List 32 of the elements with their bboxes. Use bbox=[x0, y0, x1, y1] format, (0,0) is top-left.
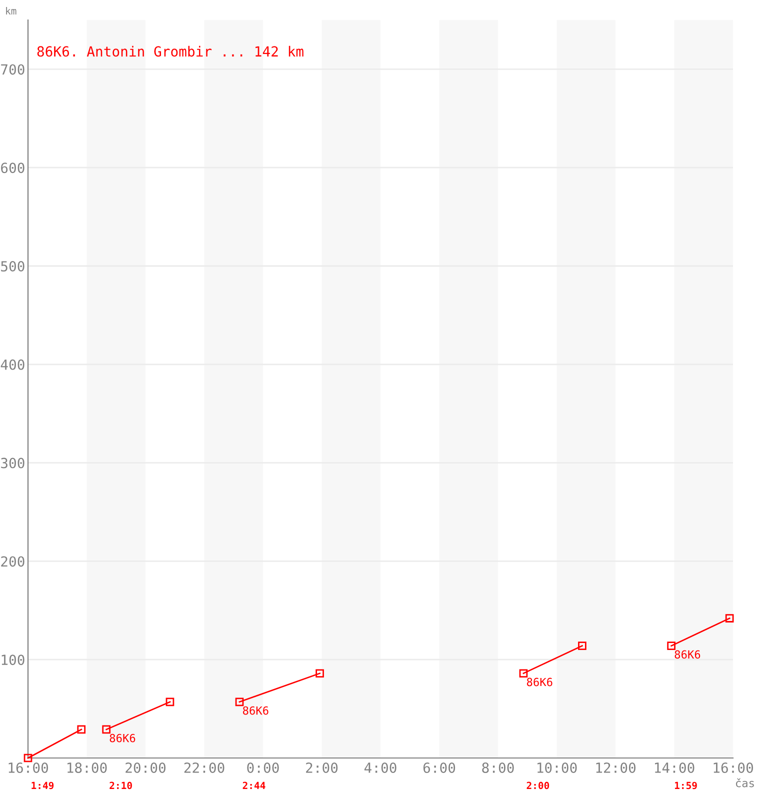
annotation: 86K6 bbox=[110, 734, 136, 742]
y-tick-label: 400 bbox=[0, 359, 24, 370]
x-tick-label: 14:00 bbox=[655, 762, 694, 773]
x-tick-label: 18:00 bbox=[68, 762, 107, 773]
text: 2:10 bbox=[110, 782, 132, 790]
x-tick-label: 22:00 bbox=[184, 762, 224, 773]
text: 2:00 bbox=[526, 782, 550, 790]
x-tick-label: 6:00 bbox=[423, 762, 456, 773]
annotation: 86K6 bbox=[674, 650, 700, 659]
x-tick-label: 20:00 bbox=[126, 762, 166, 773]
y-tick-label: 300 bbox=[1, 458, 24, 468]
y-tick-label: 100 bbox=[2, 654, 24, 666]
x-axis-title: čas bbox=[736, 778, 754, 788]
text: 86K6. Antonin Grombir ... 142 km bbox=[37, 46, 304, 57]
text: 1:49 bbox=[32, 782, 54, 790]
y-tick-label: 700 bbox=[1, 64, 24, 75]
text: 1:59 bbox=[674, 782, 697, 790]
x-tick-label: 2:00 bbox=[306, 762, 338, 773]
y-tick-label: 500 bbox=[1, 261, 24, 272]
x-tick-label: 16:00 bbox=[714, 762, 754, 773]
x-tick-label: 4:00 bbox=[364, 762, 396, 773]
x-tick-label: 8:00 bbox=[482, 762, 514, 773]
annotation: 86K6 bbox=[526, 678, 552, 686]
x-tick-label: 0:00 bbox=[247, 762, 279, 773]
y-tick-label: 200 bbox=[1, 556, 24, 567]
x-tick-label: 12:00 bbox=[596, 762, 636, 773]
text: 2:44 bbox=[242, 782, 266, 789]
x-tick-label: 16:00 bbox=[8, 762, 48, 773]
y-axis-title: km bbox=[6, 7, 16, 14]
y-tick-label: 600 bbox=[1, 162, 24, 174]
x-tick-label: 10:00 bbox=[538, 762, 577, 773]
annotation: 86K6 bbox=[242, 706, 268, 715]
